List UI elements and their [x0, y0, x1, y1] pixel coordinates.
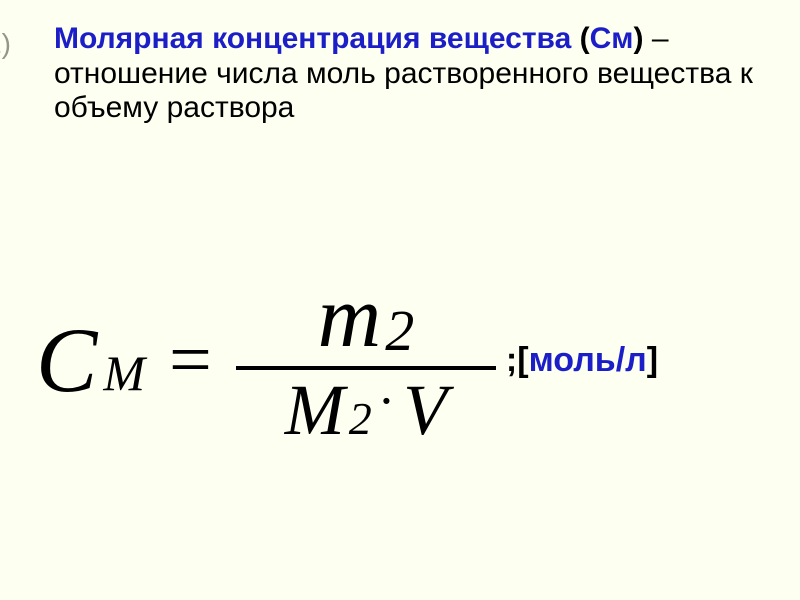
definition-dash: –: [652, 22, 669, 55]
units-semicolon: ;: [506, 341, 517, 379]
units-label: ;[моль/л]: [506, 341, 658, 380]
paren-open: (: [580, 22, 590, 55]
fraction: m 2 M 2 · V: [236, 270, 496, 450]
lhs: С М: [36, 314, 145, 406]
definition-symbol: (См): [580, 22, 652, 55]
lhs-main: С: [36, 314, 97, 406]
symbol-cm: См: [590, 22, 634, 55]
denominator-v: V: [403, 374, 447, 446]
units-value: моль/л: [529, 341, 647, 379]
definition-text: Молярная концентрация вещества (См) – от…: [54, 22, 774, 126]
formula: С М = m 2 M 2 · V: [36, 270, 496, 450]
denominator-m: M: [285, 374, 345, 446]
list-marker: 1): [0, 28, 11, 60]
formula-block: С М = m 2 M 2 · V ;[моль/л]: [36, 270, 658, 450]
definition-title: Молярная концентрация вещества: [54, 22, 571, 55]
equals-sign: =: [169, 317, 212, 404]
paren-close: ): [633, 22, 643, 55]
lhs-sub: М: [103, 348, 145, 398]
numerator: m 2: [300, 270, 433, 366]
slide-root: 1) Молярная концентрация вещества (См) –…: [0, 0, 800, 600]
units-bracket-open: [: [517, 341, 528, 379]
units-bracket-close: ]: [647, 341, 658, 379]
denominator-dot: ·: [378, 376, 395, 428]
denominator-m-sub: 2: [349, 396, 372, 442]
numerator-sub: 2: [385, 302, 414, 360]
definition-body: отношение числа моль растворенного вещес…: [54, 57, 753, 125]
numerator-main: m: [318, 274, 382, 362]
denominator: M 2 · V: [267, 370, 465, 450]
